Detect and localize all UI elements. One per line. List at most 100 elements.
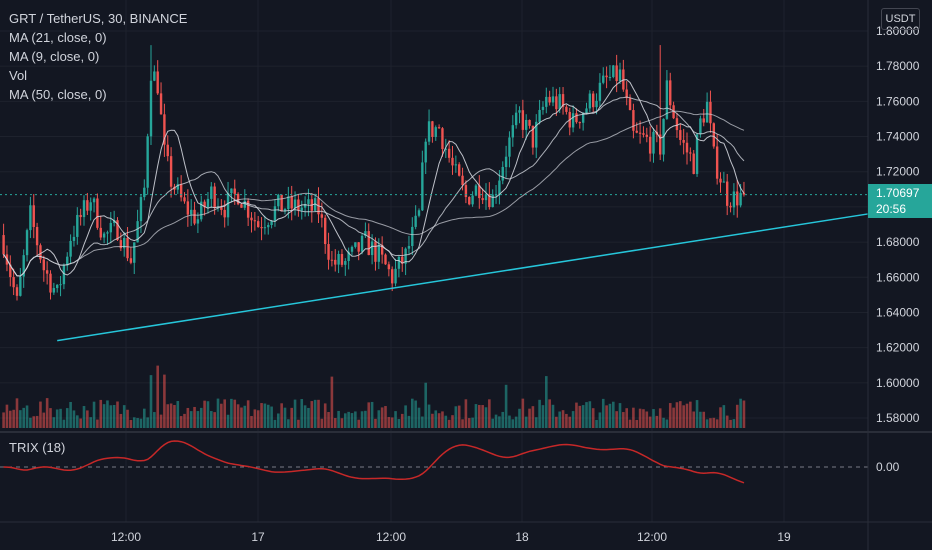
candle-body (250, 217, 253, 221)
volume-bar (156, 365, 159, 428)
volume-bar (199, 407, 203, 428)
volume-bar (320, 418, 324, 428)
candle-body (29, 205, 32, 231)
volume-bar (203, 400, 206, 428)
candle-body (330, 259, 334, 261)
candle-body (230, 188, 233, 194)
candle-body (92, 198, 96, 203)
ma21-legend[interactable]: MA (21, close, 0) (9, 30, 107, 45)
time-axis[interactable]: 12:00 17 12:00 18 12:00 19 (111, 530, 791, 544)
trix-legend[interactable]: TRIX (18) (9, 440, 66, 455)
volume-bar (541, 405, 545, 428)
volume-bar (645, 411, 649, 428)
candle-body (535, 121, 538, 148)
candle-body (290, 196, 293, 209)
candle-body (692, 153, 695, 174)
volume-bar (92, 401, 96, 428)
volume-bar (293, 399, 297, 428)
ma50-legend[interactable]: MA (50, close, 0) (9, 87, 107, 102)
volume-bar (99, 399, 103, 428)
candle-body (313, 198, 317, 211)
candle-body (320, 214, 324, 218)
candle-body (645, 134, 648, 137)
volume-bar (675, 402, 679, 428)
trendline[interactable] (57, 213, 869, 342)
candle-body (454, 164, 458, 166)
last-price-value: 1.70697 (876, 186, 920, 200)
volume-bar (501, 411, 505, 428)
volume-bar (176, 401, 180, 428)
trix-zero-tick: 0.00 (876, 460, 900, 474)
candle-body (642, 133, 645, 135)
candle-body (146, 136, 149, 188)
volume-bar (484, 407, 488, 428)
candle-body (52, 288, 56, 293)
candle-body (179, 184, 183, 198)
volume-bar (106, 400, 109, 428)
time-tick-label: 19 (777, 530, 791, 544)
volume-bar (132, 417, 136, 428)
volume-bar (143, 408, 146, 428)
candle-body (504, 156, 508, 167)
candle-body (471, 195, 474, 205)
volume-bar (384, 406, 387, 428)
volume-bar (397, 419, 401, 428)
symbol-title[interactable]: GRT / TetherUS, 30, BINANCE (9, 11, 188, 26)
currency-button[interactable]: USDT (881, 8, 920, 30)
candle-body (387, 264, 391, 270)
candle-body (163, 114, 166, 145)
volume-bar (169, 403, 173, 428)
candle-body (213, 186, 216, 209)
candle-body (437, 127, 441, 129)
volume-bar (411, 398, 414, 428)
candle-body (719, 178, 722, 183)
ma9-legend[interactable]: MA (9, close, 0) (9, 49, 100, 64)
volume-bar (695, 400, 699, 428)
volume-bar (474, 404, 478, 428)
candle-body (116, 220, 119, 241)
candle-body (66, 256, 69, 266)
volume-bar (240, 407, 243, 428)
volume-bar (79, 418, 82, 428)
volume-bar (327, 412, 330, 428)
volume-bar (82, 406, 86, 428)
volume-bar (400, 413, 404, 428)
volume-bar (689, 401, 692, 428)
volume-bar (581, 405, 585, 428)
candle-body (628, 98, 632, 111)
volume-legend[interactable]: Vol (9, 68, 28, 83)
volume-bar (15, 398, 19, 428)
candle-body (287, 196, 290, 210)
price-axis[interactable]: 1.800001.780001.760001.740001.720001.700… (876, 24, 920, 425)
candle-body (99, 227, 102, 238)
candle-body (635, 130, 638, 133)
volume-bar (451, 415, 454, 428)
candle-body (394, 268, 397, 284)
candle-body (240, 204, 243, 208)
candle-body (32, 205, 35, 227)
candle-body (324, 217, 327, 245)
volume-bar (407, 415, 411, 428)
candle-body (541, 106, 545, 110)
volume-bar (615, 411, 618, 428)
volume-bar (679, 401, 682, 428)
candle-body (732, 191, 736, 208)
candle-body (293, 199, 297, 209)
candle-body (511, 125, 514, 138)
volume-bar (287, 419, 290, 428)
candle-body (598, 82, 602, 101)
volume-bar (658, 408, 662, 428)
volume-bar (685, 403, 689, 428)
volume-bar (364, 410, 367, 428)
volume-bar (612, 401, 615, 428)
volume-bar (45, 398, 49, 428)
volume-bar (206, 401, 210, 428)
volume-bar (427, 404, 431, 428)
candle-body (367, 231, 370, 256)
volume-bar (323, 403, 327, 428)
candle-body (166, 144, 169, 157)
volume-bar (605, 405, 608, 428)
volume-bar (344, 413, 347, 428)
bar-countdown: 20:56 (876, 202, 907, 216)
